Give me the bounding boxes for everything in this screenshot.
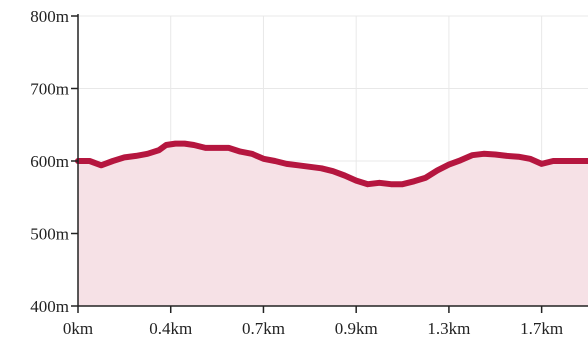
x-tick-label: 1.7km	[520, 319, 563, 337]
y-tick-label: 400m	[30, 297, 69, 316]
elevation-line	[75, 140, 588, 188]
x-tick-label: 0.4km	[149, 319, 192, 337]
y-axis-tick-labels: 400m 500m 600m 700m 800m	[30, 7, 69, 316]
x-tick-label: 0km	[63, 319, 93, 337]
x-axis-tick-labels: 0km 0.4km 0.7km 0.9km 1.3km 1.7km	[63, 319, 563, 337]
y-tick-label: 700m	[30, 80, 69, 99]
x-tick-label: 0.7km	[242, 319, 285, 337]
axes	[71, 14, 588, 313]
y-tick-label: 600m	[30, 152, 69, 171]
elevation-area-fill	[78, 143, 588, 306]
x-tick-label: 1.3km	[427, 319, 470, 337]
y-tick-label: 800m	[30, 7, 69, 26]
x-tick-label: 0.9km	[335, 319, 378, 337]
y-tick-label: 500m	[30, 225, 69, 244]
